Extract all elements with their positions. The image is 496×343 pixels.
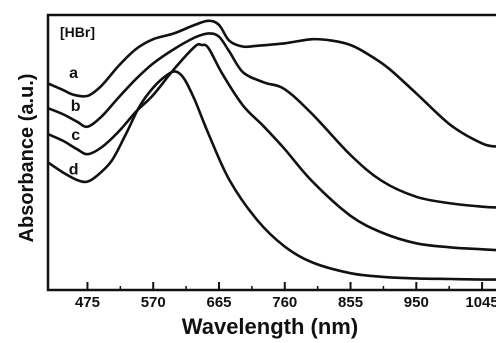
- hbr-annotation: [HBr]: [60, 24, 95, 40]
- x-axis-title: Wavelength (nm): [182, 314, 358, 339]
- series-line-d: [47, 70, 496, 281]
- series-label-c: c: [71, 127, 80, 144]
- series-line-c: [47, 42, 496, 252]
- series-line-b: [47, 32, 496, 209]
- x-tick-label: 475: [75, 294, 100, 311]
- series-label-d: d: [69, 161, 79, 178]
- x-ticks-group: 475 570 665 760 855 950 1045: [75, 282, 496, 311]
- x-tick-label: 950: [404, 294, 429, 311]
- plot-frame: [46, 13, 496, 292]
- x-tick-label: 1045: [465, 294, 496, 311]
- series-label-a: a: [69, 65, 78, 82]
- curves-group: [47, 19, 496, 281]
- x-tick-label: 665: [206, 294, 231, 311]
- x-tick-label: 760: [272, 294, 297, 311]
- series-line-a: [47, 19, 496, 148]
- series-label-b: b: [71, 98, 81, 115]
- y-axis-title: Absorbance (a.u.): [16, 74, 38, 243]
- x-tick-label: 570: [141, 294, 166, 311]
- x-tick-label: 855: [338, 294, 363, 311]
